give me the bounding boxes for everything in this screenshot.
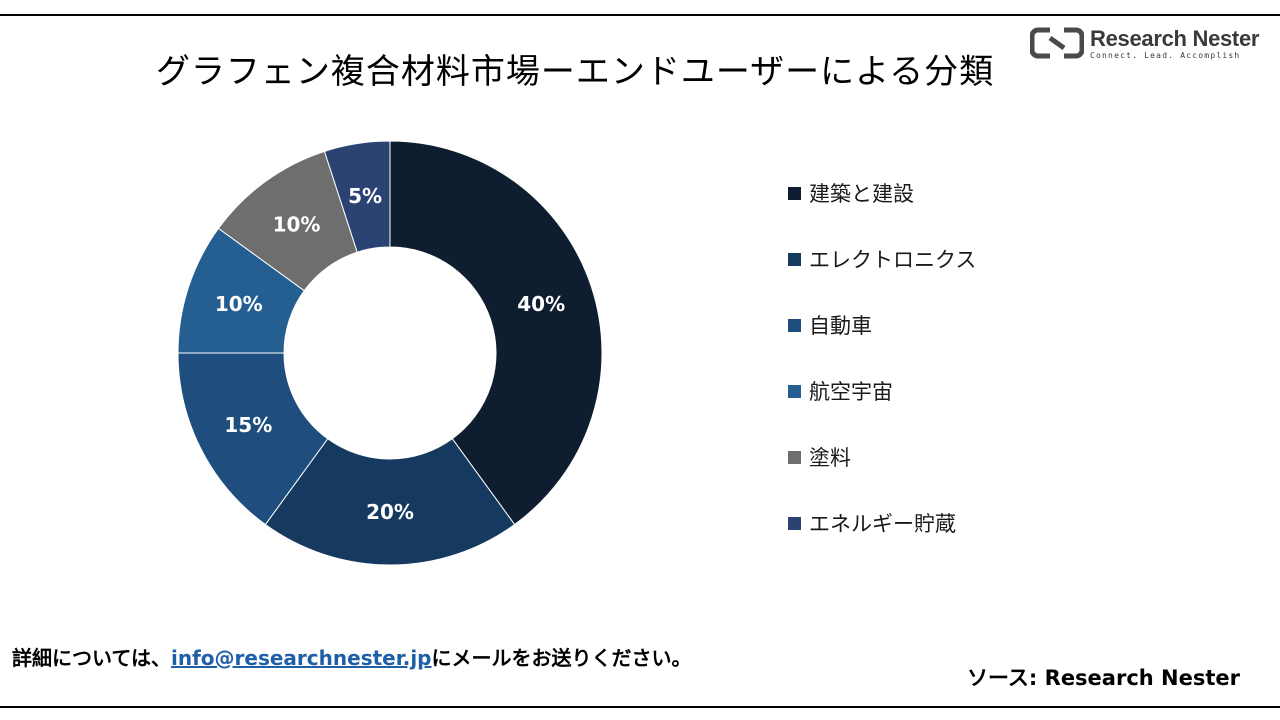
legend-label-2: エレクトロニクス (809, 248, 977, 272)
source-note: ソース: Research Nester (966, 666, 1240, 690)
top-rule (0, 14, 1280, 16)
slice-value-label-4: 10% (215, 292, 263, 316)
legend-swatch-3 (788, 318, 801, 332)
contact-prefix: 詳細については、 (12, 646, 171, 670)
logo-mark-icon (1029, 26, 1085, 60)
legend-swatch-5 (788, 450, 801, 464)
chart-title: グラフェン複合材料市場ーエンドユーザーによる分類 (155, 52, 995, 92)
research-nester-logo: Research Nester Connect. Lead. Accomplis… (1029, 26, 1260, 66)
legend-item-4: 航空宇宙 (788, 376, 893, 406)
legend-label-3: 自動車 (809, 314, 872, 338)
legend-label-6: エネルギー貯蔵 (809, 512, 956, 536)
donut-slice-6 (323, 140, 391, 253)
donut-slice-1 (389, 140, 603, 526)
legend-label-1: 建築と建設 (809, 182, 914, 206)
slice-value-label-3: 15% (224, 413, 272, 437)
legend-item-3: 自動車 (788, 310, 872, 340)
legend-swatch-4 (788, 384, 801, 398)
donut-slice-3 (177, 352, 329, 526)
logo-name: Research Nester (1090, 26, 1260, 51)
legend-item-1: 建築と建設 (788, 178, 914, 208)
legend-label-5: 塗料 (809, 446, 851, 470)
contact-suffix: にメールをお送りください。 (431, 646, 692, 670)
contact-email-link[interactable]: info@researchnester.jp (171, 646, 432, 670)
legend-item-5: 塗料 (788, 442, 851, 472)
legend-swatch-2 (788, 252, 801, 266)
slice-value-label-2: 20% (366, 500, 414, 524)
slice-value-label-5: 10% (273, 212, 321, 236)
bottom-rule (0, 706, 1280, 708)
legend-item-2: エレクトロニクス (788, 244, 976, 274)
contact-line: 詳細については、info@researchnester.jpにメールをお送りくだ… (12, 642, 692, 671)
slice-value-label-6: 5% (348, 184, 382, 208)
legend-label-4: 航空宇宙 (809, 380, 893, 404)
legend-item-6: エネルギー貯蔵 (788, 508, 956, 538)
donut-slice-2 (264, 438, 516, 566)
slice-value-label-1: 40% (517, 292, 565, 316)
logo-tagline: Connect. Lead. Accomplish (1090, 51, 1241, 60)
donut-chart: 40% 20% 15% 10% 10% 5% (177, 140, 603, 566)
legend-swatch-6 (788, 516, 801, 530)
legend-swatch-1 (788, 186, 801, 200)
